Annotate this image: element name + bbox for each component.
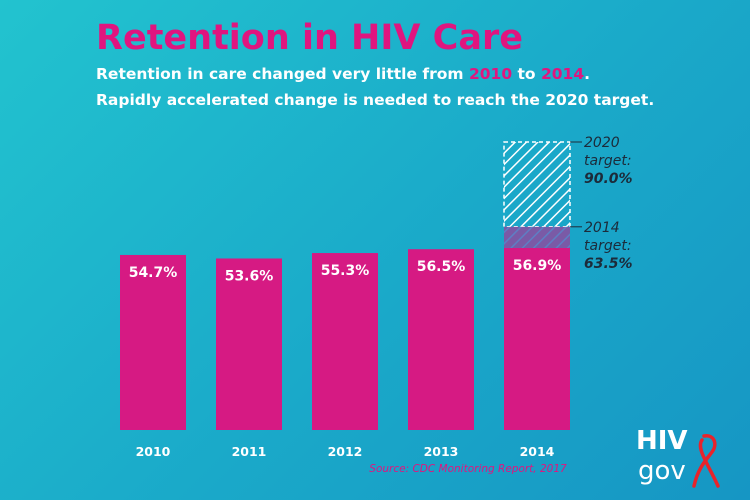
source-note: Source: CDC Monitoring Report, 2017: [369, 463, 567, 475]
chart-title: Retention in HIV Care: [96, 18, 523, 58]
x-tick-label: 2014: [520, 444, 555, 459]
logo-gov-text: gov: [638, 456, 686, 486]
target-2014-value: 63.5%: [584, 256, 633, 272]
target-2014-label: target:: [584, 238, 632, 254]
subtitle-line-2: Rapidly accelerated change is needed to …: [96, 91, 655, 109]
bar-2010: [120, 254, 186, 430]
target-2014-year: 2014: [584, 220, 620, 236]
subtitle-line-1: Retention in care changed very little fr…: [96, 64, 590, 84]
target-2020-year: 2020: [584, 135, 620, 151]
bar-value-label: 54.7%: [129, 265, 178, 281]
bar-value-label: 56.5%: [417, 259, 466, 275]
subtitle-year-from: 2010: [468, 65, 513, 83]
target-2020-value: 90.0%: [584, 171, 633, 187]
bar-2013: [408, 249, 474, 430]
red-ribbon-icon: [692, 434, 720, 488]
bar-2012: [312, 253, 378, 430]
x-tick-label: 2012: [328, 444, 363, 459]
x-tick-label: 2010: [136, 444, 171, 459]
hiv-gov-logo: HIV gov: [636, 428, 736, 492]
target-2014-box: [504, 226, 570, 248]
logo-hiv-text: HIV: [636, 426, 688, 456]
bar-value-label: 56.9%: [513, 258, 562, 274]
target-2020-label: target:: [584, 153, 632, 169]
subtitle-text-a: Retention in care changed very little fr…: [96, 65, 469, 83]
bar-value-label: 53.6%: [225, 268, 274, 284]
target-2020-box: [503, 141, 571, 228]
subtitle-year-to: 2014: [540, 65, 585, 83]
bar-value-label: 55.3%: [321, 263, 370, 279]
subtitle-text-b: to: [512, 65, 541, 83]
x-tick-label: 2013: [424, 444, 459, 459]
subtitle-text-c: .: [584, 65, 591, 83]
x-tick-label: 2011: [232, 444, 267, 459]
bar-2014: [504, 247, 570, 430]
bar-2011: [216, 258, 282, 430]
